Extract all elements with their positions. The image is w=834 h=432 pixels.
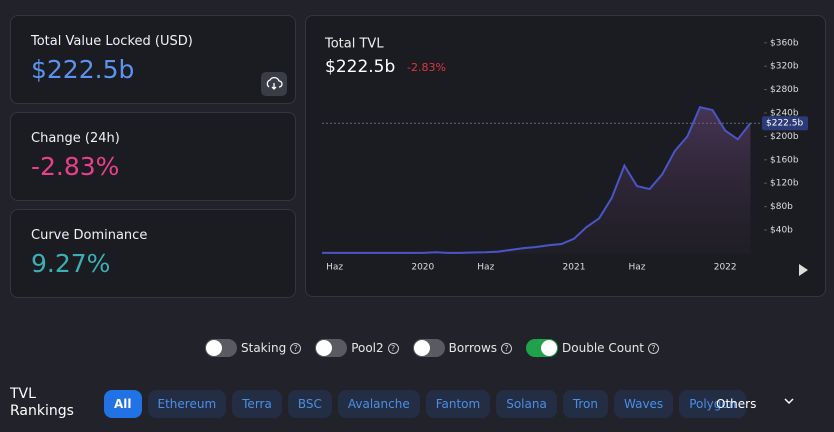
area	[322, 107, 751, 254]
current-label: $222.5b	[766, 119, 803, 129]
y-tick-label: $120b	[770, 179, 799, 189]
y-tick-label: $280b	[770, 85, 799, 95]
x-tick-label: Haz	[628, 263, 645, 273]
toggles: Staking? Pool2? Borrows? Double Count?	[205, 339, 660, 357]
tabs: All Ethereum Terra BSC Avalanche Fantom Solana…	[104, 390, 747, 418]
y-tick-label: $240b	[770, 109, 799, 119]
y-tick-label: $160b	[770, 155, 799, 165]
y-tick-label: $80b	[770, 202, 793, 212]
change-card: Change (24h) -2.83%	[10, 112, 296, 201]
toggle: Pool2?	[315, 339, 399, 357]
rankings-title: TVL Rankings	[10, 386, 74, 419]
x-tick-label: 2021	[563, 263, 586, 273]
toggle-label: Staking	[241, 341, 287, 355]
chart-headline: $222.5b	[325, 57, 395, 77]
tvl-card: Total Value Locked (USD) $222.5b	[10, 15, 296, 104]
card-value: -2.83%	[31, 152, 120, 181]
dominance-card: Curve Dominance 9.27%	[10, 209, 296, 298]
help-icon: ?	[501, 342, 513, 354]
x-tick-label: 2020	[411, 263, 434, 273]
chain-tab[interactable]: BSC	[287, 390, 332, 418]
card-value: 9.27%	[31, 249, 111, 278]
switch[interactable]	[205, 339, 237, 357]
y-tick-label: $200b	[770, 132, 799, 142]
chain-tab[interactable]: Terra	[232, 390, 282, 418]
chart-change: -2.83%	[407, 61, 446, 74]
help-icon: ?	[290, 342, 302, 354]
chevron	[784, 398, 794, 405]
chain-tab[interactable]: Solana	[496, 390, 557, 418]
switch-knob	[316, 340, 333, 356]
switch-knob	[413, 340, 430, 356]
switch[interactable]	[412, 339, 445, 357]
chart-title: Total TVL	[324, 37, 384, 52]
others-dropdown[interactable]: Others	[716, 390, 796, 418]
card-value: $222.5b	[31, 55, 135, 84]
download-button[interactable]	[261, 72, 287, 96]
toggle: Double Count?	[526, 339, 660, 357]
chain-tab[interactable]: Waves	[614, 390, 674, 418]
chart: Total TVL $222.5b -2.83% $40b $80b $120b $1…	[322, 37, 808, 276]
help-icon: ?	[648, 342, 660, 354]
toggle: Staking?	[205, 339, 302, 357]
toggle-label: Pool2	[351, 341, 384, 355]
play-button[interactable]	[799, 264, 808, 276]
x-tick-label: 2022	[714, 263, 737, 273]
switch[interactable]	[315, 339, 348, 357]
y-tick-label: $320b	[770, 62, 799, 72]
card-label: Curve Dominance	[31, 228, 148, 243]
card-label: Change (24h)	[31, 131, 120, 146]
chain-tab[interactable]: All	[104, 390, 142, 418]
x-tick-label: Haz	[326, 263, 343, 273]
chain-tab[interactable]: Polygon	[679, 390, 747, 418]
card-label: Total Value Locked (USD)	[31, 34, 193, 49]
switch-knob	[206, 340, 222, 356]
others-label: Others	[716, 397, 757, 411]
y-tick-label: $40b	[770, 226, 793, 236]
toggle-label: Double Count	[562, 341, 645, 355]
current-badge	[762, 116, 808, 131]
switch[interactable]	[526, 339, 559, 357]
chain-tab[interactable]: Fantom	[425, 390, 491, 418]
line	[322, 105, 752, 254]
chain-tab[interactable]: Tron	[562, 390, 608, 418]
chain-tab[interactable]: Ethereum	[147, 390, 227, 418]
toggle-label: Borrows	[448, 341, 498, 355]
x-tick-label: Haz	[477, 263, 494, 273]
y-tick-label: $360b	[770, 38, 799, 48]
switch-knob	[541, 340, 558, 356]
chain-tab[interactable]: Avalanche	[337, 390, 420, 418]
toggle: Borrows?	[412, 339, 513, 357]
help-icon: ?	[387, 342, 399, 354]
